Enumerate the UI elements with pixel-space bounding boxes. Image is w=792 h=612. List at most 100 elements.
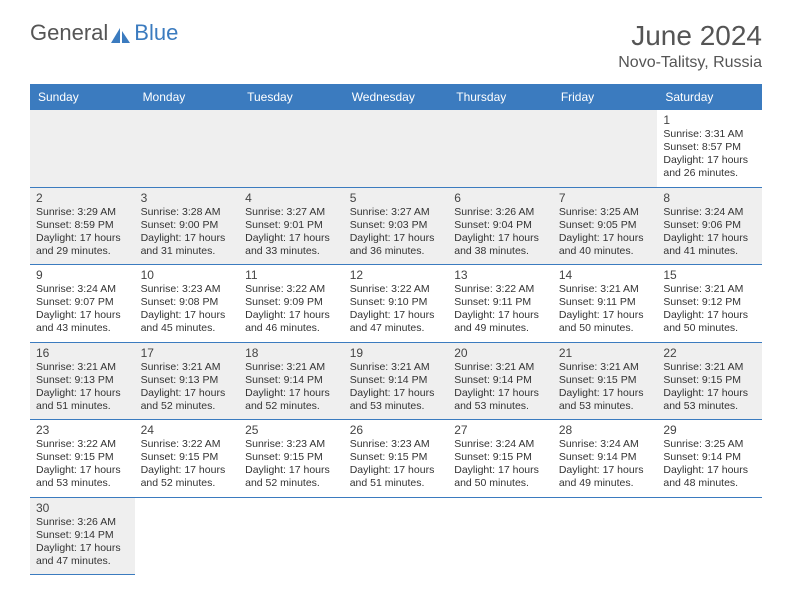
calendar-cell <box>553 110 658 187</box>
cell-sunset: Sunset: 9:08 PM <box>141 296 234 309</box>
cell-sunset: Sunset: 9:13 PM <box>141 374 234 387</box>
weekday-header: Thursday <box>448 84 553 110</box>
cell-sunrise: Sunrise: 3:21 AM <box>663 361 756 374</box>
cell-sunrise: Sunrise: 3:21 AM <box>141 361 234 374</box>
cell-sunset: Sunset: 9:14 PM <box>663 451 756 464</box>
calendar-cell: 14Sunrise: 3:21 AMSunset: 9:11 PMDayligh… <box>553 265 658 343</box>
cell-sunset: Sunset: 9:14 PM <box>36 529 129 542</box>
cell-d2: and 51 minutes. <box>350 477 443 490</box>
cell-sunset: Sunset: 8:59 PM <box>36 219 129 232</box>
weekday-header: Wednesday <box>344 84 449 110</box>
day-number: 28 <box>559 423 652 437</box>
cell-d2: and 29 minutes. <box>36 245 129 258</box>
calendar-cell <box>344 110 449 187</box>
cell-d2: and 48 minutes. <box>663 477 756 490</box>
cell-sunrise: Sunrise: 3:26 AM <box>36 516 129 529</box>
calendar-cell: 8Sunrise: 3:24 AMSunset: 9:06 PMDaylight… <box>657 187 762 265</box>
calendar-cell: 23Sunrise: 3:22 AMSunset: 9:15 PMDayligh… <box>30 420 135 498</box>
sail-icon <box>110 24 132 42</box>
cell-sunset: Sunset: 9:15 PM <box>245 451 338 464</box>
cell-d1: Daylight: 17 hours <box>245 464 338 477</box>
day-number: 18 <box>245 346 338 360</box>
cell-sunset: Sunset: 9:09 PM <box>245 296 338 309</box>
weekday-header: Monday <box>135 84 240 110</box>
cell-sunrise: Sunrise: 3:23 AM <box>141 283 234 296</box>
cell-d2: and 45 minutes. <box>141 322 234 335</box>
cell-d1: Daylight: 17 hours <box>350 464 443 477</box>
cell-sunset: Sunset: 9:14 PM <box>350 374 443 387</box>
calendar-cell: 12Sunrise: 3:22 AMSunset: 9:10 PMDayligh… <box>344 265 449 343</box>
day-number: 30 <box>36 501 129 515</box>
cell-sunrise: Sunrise: 3:27 AM <box>245 206 338 219</box>
cell-d1: Daylight: 17 hours <box>141 309 234 322</box>
cell-d2: and 49 minutes. <box>454 322 547 335</box>
cell-sunrise: Sunrise: 3:24 AM <box>663 206 756 219</box>
day-number: 26 <box>350 423 443 437</box>
calendar-cell <box>135 110 240 187</box>
cell-d2: and 31 minutes. <box>141 245 234 258</box>
cell-sunrise: Sunrise: 3:21 AM <box>559 283 652 296</box>
calendar-cell: 1Sunrise: 3:31 AMSunset: 8:57 PMDaylight… <box>657 110 762 187</box>
calendar-cell: 27Sunrise: 3:24 AMSunset: 9:15 PMDayligh… <box>448 420 553 498</box>
day-number: 8 <box>663 191 756 205</box>
day-number: 11 <box>245 268 338 282</box>
day-number: 3 <box>141 191 234 205</box>
calendar-row: 2Sunrise: 3:29 AMSunset: 8:59 PMDaylight… <box>30 187 762 265</box>
cell-d2: and 47 minutes. <box>350 322 443 335</box>
cell-d1: Daylight: 17 hours <box>663 309 756 322</box>
cell-sunrise: Sunrise: 3:24 AM <box>559 438 652 451</box>
calendar-cell: 18Sunrise: 3:21 AMSunset: 9:14 PMDayligh… <box>239 342 344 420</box>
weekday-header: Sunday <box>30 84 135 110</box>
calendar-cell: 3Sunrise: 3:28 AMSunset: 9:00 PMDaylight… <box>135 187 240 265</box>
cell-d1: Daylight: 17 hours <box>454 232 547 245</box>
calendar-cell <box>239 497 344 575</box>
cell-d2: and 38 minutes. <box>454 245 547 258</box>
calendar-cell: 2Sunrise: 3:29 AMSunset: 8:59 PMDaylight… <box>30 187 135 265</box>
cell-sunrise: Sunrise: 3:22 AM <box>36 438 129 451</box>
cell-d1: Daylight: 17 hours <box>36 232 129 245</box>
cell-sunset: Sunset: 9:04 PM <box>454 219 547 232</box>
cell-d1: Daylight: 17 hours <box>350 387 443 400</box>
cell-d1: Daylight: 17 hours <box>454 309 547 322</box>
calendar-cell <box>135 497 240 575</box>
cell-d1: Daylight: 17 hours <box>245 309 338 322</box>
day-number: 1 <box>663 113 756 127</box>
cell-sunrise: Sunrise: 3:21 AM <box>350 361 443 374</box>
weekday-header: Saturday <box>657 84 762 110</box>
calendar-cell: 22Sunrise: 3:21 AMSunset: 9:15 PMDayligh… <box>657 342 762 420</box>
calendar-cell: 26Sunrise: 3:23 AMSunset: 9:15 PMDayligh… <box>344 420 449 498</box>
cell-sunset: Sunset: 9:15 PM <box>141 451 234 464</box>
day-number: 13 <box>454 268 547 282</box>
cell-d1: Daylight: 17 hours <box>559 232 652 245</box>
cell-d2: and 52 minutes. <box>141 477 234 490</box>
calendar-cell: 19Sunrise: 3:21 AMSunset: 9:14 PMDayligh… <box>344 342 449 420</box>
cell-d2: and 53 minutes. <box>454 400 547 413</box>
calendar-cell <box>553 497 658 575</box>
calendar-table: SundayMondayTuesdayWednesdayThursdayFrid… <box>30 84 762 575</box>
cell-sunrise: Sunrise: 3:21 AM <box>245 361 338 374</box>
cell-sunrise: Sunrise: 3:23 AM <box>245 438 338 451</box>
day-number: 5 <box>350 191 443 205</box>
day-number: 23 <box>36 423 129 437</box>
cell-sunrise: Sunrise: 3:31 AM <box>663 128 756 141</box>
cell-sunset: Sunset: 9:15 PM <box>36 451 129 464</box>
day-number: 4 <box>245 191 338 205</box>
month-title: June 2024 <box>618 20 762 52</box>
cell-d1: Daylight: 17 hours <box>454 387 547 400</box>
cell-sunrise: Sunrise: 3:22 AM <box>141 438 234 451</box>
cell-sunrise: Sunrise: 3:21 AM <box>559 361 652 374</box>
cell-d2: and 53 minutes. <box>36 477 129 490</box>
cell-sunset: Sunset: 9:14 PM <box>454 374 547 387</box>
brand-part1: General <box>30 20 108 46</box>
day-number: 10 <box>141 268 234 282</box>
cell-sunset: Sunset: 9:00 PM <box>141 219 234 232</box>
cell-d1: Daylight: 17 hours <box>663 232 756 245</box>
cell-sunset: Sunset: 9:06 PM <box>663 219 756 232</box>
calendar-cell: 13Sunrise: 3:22 AMSunset: 9:11 PMDayligh… <box>448 265 553 343</box>
cell-sunset: Sunset: 9:14 PM <box>245 374 338 387</box>
calendar-row: 9Sunrise: 3:24 AMSunset: 9:07 PMDaylight… <box>30 265 762 343</box>
cell-sunrise: Sunrise: 3:27 AM <box>350 206 443 219</box>
cell-d1: Daylight: 17 hours <box>141 464 234 477</box>
day-number: 21 <box>559 346 652 360</box>
cell-sunset: Sunset: 9:11 PM <box>559 296 652 309</box>
